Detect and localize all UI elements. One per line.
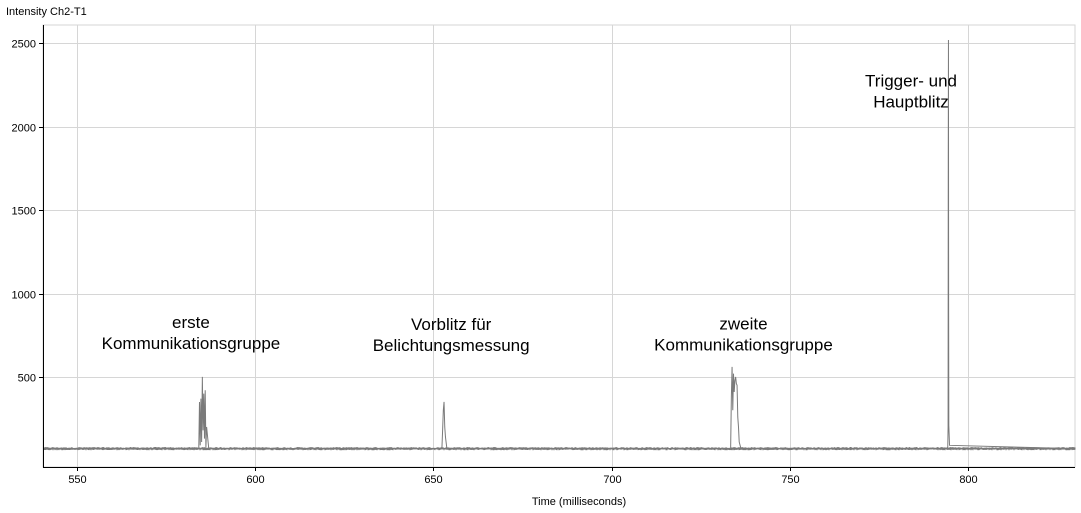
x-tick-label: 650 [424,474,442,486]
annotation-line: Belichtungsmessung [373,336,530,355]
annotation-label: Vorblitz für Belichtungsmessung [373,315,530,355]
annotation-line: Vorblitz für [411,315,492,334]
annotation-line: Trigger- und [865,72,957,91]
x-tick-label: 700 [603,474,621,486]
x-tick-label: 800 [959,474,977,486]
y-tick-label: 1500 [12,206,36,218]
x-axis-label: Time (milliseconds) [532,496,626,508]
y-tick-label: 2000 [12,123,36,135]
annotation-line: Kommunikationsgruppe [102,334,281,353]
annotation-line: erste [172,313,210,332]
annotation-line: Hauptblitz [873,93,949,112]
annotation-label: erste Kommunikationsgruppe [102,313,281,353]
series-line [43,40,1076,450]
y-tick-label: 500 [18,373,36,385]
y-tick-label: 1000 [12,290,36,302]
y-tick-label: 2500 [12,39,36,51]
grid-lines [42,24,1076,468]
annotation-label: zweite Kommunikationsgruppe [654,315,833,355]
x-tick-label: 600 [246,474,264,486]
x-tick-label: 550 [68,474,86,486]
chart-title: Intensity Ch2-T1 [6,6,87,18]
axes [39,25,1075,471]
tick-labels: 550 600 650 700 750 800 500 1000 1500 2000 2500 [12,39,978,487]
x-tick-label: 750 [781,474,799,486]
plot-frame [42,24,1076,468]
annotation-label: Trigger- und Hauptblitz [865,72,957,112]
annotation-line: Kommunikationsgruppe [654,336,833,355]
annotation-line: zweite [719,315,767,334]
annotations: erste Kommunikationsgruppe Vorblitz für Bel… [102,72,957,356]
